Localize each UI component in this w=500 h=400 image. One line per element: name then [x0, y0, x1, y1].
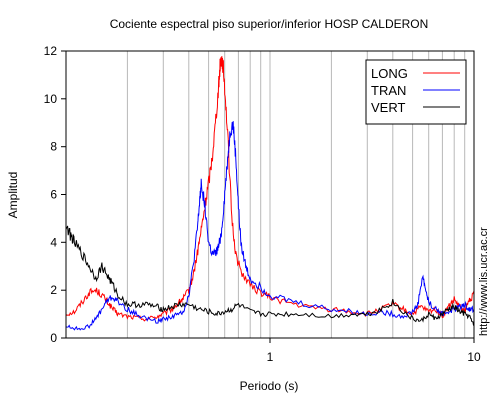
- series-line-tran: [65, 121, 475, 331]
- series-line-vert: [65, 225, 475, 327]
- legend-label-long: LONG: [371, 66, 408, 81]
- legend-box: [365, 59, 467, 125]
- y-tick-label: 6: [50, 188, 57, 202]
- legend: LONG TRAN VERT: [365, 59, 467, 125]
- y-tick-label: 12: [44, 44, 58, 58]
- legend-label-tran: TRAN: [371, 83, 406, 98]
- y-tick-label: 8: [50, 140, 57, 154]
- y-tick-label: 0: [50, 331, 57, 345]
- y-tick-label: 4: [50, 235, 57, 249]
- chart-title: Cociente espectral piso superior/inferio…: [110, 17, 429, 31]
- x-axis-label: Periodo (s): [240, 379, 299, 393]
- axis-ticks: 0 2 4 6 8 10 12 1 10: [44, 44, 481, 364]
- series-line-long: [65, 56, 475, 322]
- x-tick-label: 10: [467, 350, 481, 364]
- y-axis-label: Amplitud: [6, 172, 20, 219]
- y-tick-label: 10: [44, 92, 58, 106]
- legend-label-vert: VERT: [371, 100, 405, 115]
- y-tick-label: 2: [50, 283, 57, 297]
- series-lines: [65, 56, 475, 331]
- x-tick-label: 1: [267, 350, 274, 364]
- source-url-label: http://www.lis.ucr.ac.cr: [478, 227, 490, 336]
